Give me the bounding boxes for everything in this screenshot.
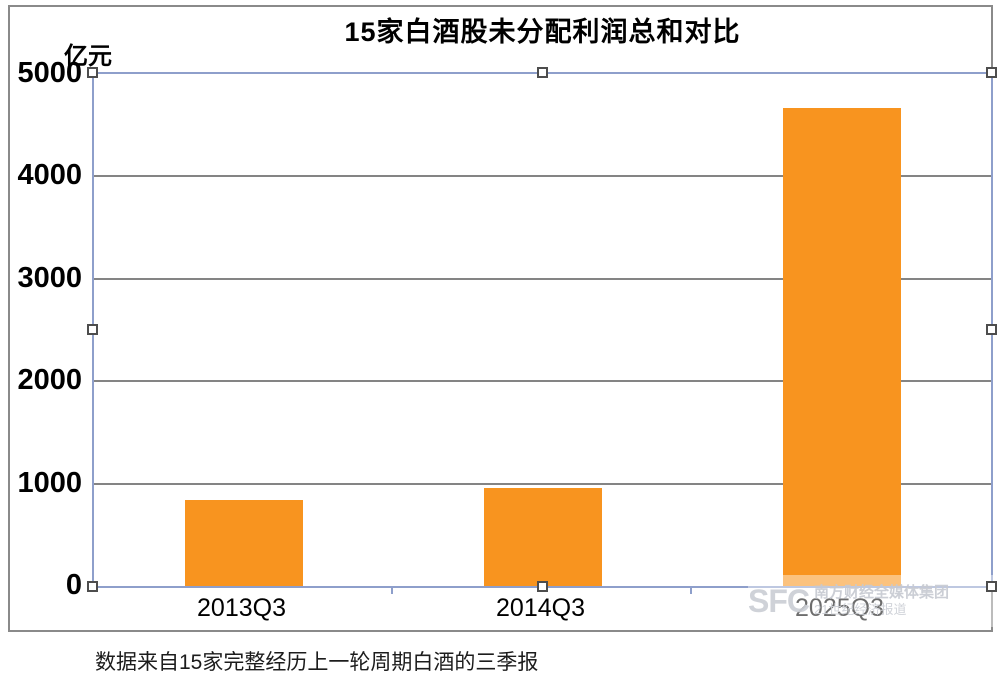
bar-2025Q3[interactable] <box>782 108 901 586</box>
selection-handle[interactable] <box>87 67 98 78</box>
y-axis-tick-label: 0 <box>65 569 82 601</box>
y-axis-tick-label: 3000 <box>17 261 82 294</box>
x-axis-category-label: 2025Q3 <box>795 594 884 622</box>
selection-handle[interactable] <box>986 324 997 335</box>
selection-handle[interactable] <box>87 581 98 592</box>
gridline-3000 <box>94 277 991 280</box>
y-axis-tick-label: 4000 <box>17 159 82 192</box>
x-axis-tick-mark <box>391 588 393 594</box>
y-axis-tick-label: 2000 <box>17 364 82 397</box>
bar-2013Q3[interactable] <box>184 500 303 586</box>
selection-handle[interactable] <box>986 67 997 78</box>
selection-handle[interactable] <box>986 581 997 592</box>
gridline-4000 <box>94 175 991 178</box>
x-axis-category-label: 2014Q3 <box>496 594 585 622</box>
selection-handle[interactable] <box>87 324 98 335</box>
gridline-1000 <box>94 482 991 485</box>
gridline-2000 <box>94 380 991 383</box>
bar-2014Q3[interactable] <box>483 488 602 586</box>
y-axis-unit-label: 亿元 <box>64 43 112 70</box>
selection-handle[interactable] <box>536 67 548 78</box>
y-axis-tick-label: 5000 <box>17 57 82 89</box>
x-axis-tick-mark <box>690 588 692 594</box>
x-axis-category-label: 2013Q3 <box>197 594 286 622</box>
plot-area[interactable] <box>92 72 993 588</box>
y-axis-tick-label: 1000 <box>17 466 82 499</box>
footnote: 数据来自15家完整经历上一轮周期白酒的三季报 <box>95 651 539 673</box>
selection-handle[interactable] <box>536 581 548 592</box>
chart-title: 15家白酒股未分配利润总和对比 <box>344 17 741 47</box>
